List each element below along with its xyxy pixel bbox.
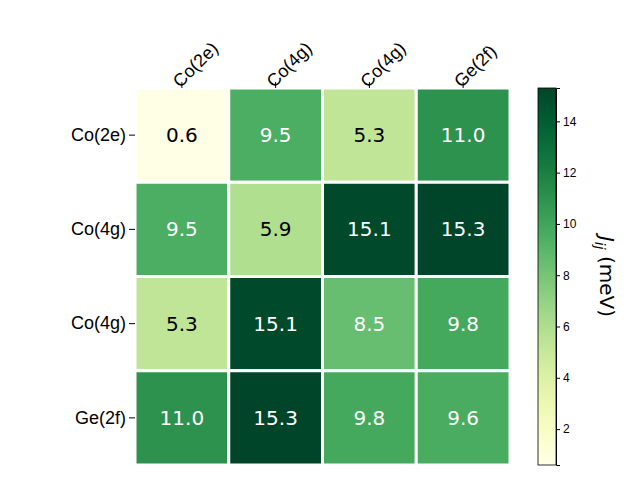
cell xyxy=(323,182,417,276)
cell xyxy=(229,371,323,465)
colorbar-tick: 6 xyxy=(556,320,570,334)
colorbar-tick-label: 4 xyxy=(563,371,570,385)
cell xyxy=(416,277,510,371)
x-axis: Co(2e) Co(4g) Co(4g) Ge(2f) xyxy=(169,38,500,91)
x-tick-label: Ge(2f) xyxy=(450,41,500,91)
colorbar-tick: 2 xyxy=(556,422,570,436)
colorbar-tick-mark xyxy=(556,327,560,328)
cell-label: 15.1 xyxy=(253,312,298,336)
colorbar-label-main: J xyxy=(595,232,619,242)
colorbar-tick-mark xyxy=(556,378,560,379)
cell xyxy=(229,182,323,276)
cell xyxy=(416,182,510,276)
cell-label: 9.8 xyxy=(447,312,479,336)
cell-label: 9.6 xyxy=(447,406,479,430)
colorbar-tick-mark xyxy=(556,224,560,225)
cells xyxy=(135,88,510,465)
x-tick: Co(4g) xyxy=(357,38,410,91)
colorbar-tick: 8 xyxy=(556,269,570,283)
y-axis: Co(2e) Co(4g) Co(4g) Ge(2f) xyxy=(71,125,135,428)
colorbar-label-unit: (meV) xyxy=(595,250,619,317)
cell xyxy=(323,88,417,182)
x-tick: Co(2e) xyxy=(169,38,222,91)
cell-label: 0.6 xyxy=(166,123,198,147)
cell xyxy=(416,371,510,465)
cell xyxy=(416,88,510,182)
cell xyxy=(229,277,323,371)
colorbar-tick-label: 2 xyxy=(563,422,570,436)
cell xyxy=(323,371,417,465)
colorbar-tick-label: 14 xyxy=(563,115,577,129)
colorbar-tick-mark xyxy=(556,429,560,430)
cell-label: 11.0 xyxy=(160,406,205,430)
x-tick-label: Co(4g) xyxy=(357,38,410,91)
cell-label: 11.0 xyxy=(441,123,486,147)
cell-labels: 0.6 9.5 5.3 11.0 9.5 5.9 15.1 15.3 5.3 15.1 8.5 9.8… xyxy=(160,123,486,430)
colorbar-tick-label: 12 xyxy=(563,166,577,180)
y-tick: Ge(2f) xyxy=(75,408,135,428)
colorbar-label-sub: ij xyxy=(592,242,608,250)
colorbar-tick: 4 xyxy=(556,371,570,385)
y-tick: Co(2e) xyxy=(71,125,135,145)
colorbar-tick-label: 10 xyxy=(563,217,577,231)
cell-label: 9.5 xyxy=(166,217,198,241)
chart: 0.6 9.5 5.3 11.0 9.5 5.9 15.1 15.3 5.3 15.1 8.5 9.8… xyxy=(0,0,640,480)
colorbar xyxy=(538,88,556,465)
cell xyxy=(135,182,229,276)
cell-label: 15.1 xyxy=(347,217,392,241)
y-tick-mark xyxy=(129,135,135,136)
y-tick-label: Co(4g) xyxy=(71,219,126,239)
cell-label: 15.3 xyxy=(441,217,486,241)
x-tick: Ge(2f) xyxy=(450,41,500,91)
cell-label: 9.8 xyxy=(353,406,385,430)
x-tick-label: Co(4g) xyxy=(263,38,316,91)
cell-label: 5.3 xyxy=(166,312,198,336)
y-tick-label: Co(4g) xyxy=(71,313,126,333)
colorbar-tick: 10 xyxy=(556,217,577,231)
x-tick: Co(4g) xyxy=(263,38,316,91)
cell xyxy=(135,371,229,465)
colorbar-label: Jij (meV) xyxy=(592,232,619,317)
cell xyxy=(135,277,229,371)
cell-label: 8.5 xyxy=(353,312,385,336)
cell-label: 15.3 xyxy=(253,406,298,430)
colorbar-tick: 12 xyxy=(556,166,577,180)
y-tick-label: Co(2e) xyxy=(71,125,126,145)
y-tick-label: Ge(2f) xyxy=(75,408,126,428)
colorbar-axis: 2 4 6 8 10 12 14 xyxy=(556,89,577,466)
colorbar-tick-mark xyxy=(556,173,560,174)
y-tick-mark xyxy=(129,417,135,418)
cell-label: 5.9 xyxy=(260,217,292,241)
cell xyxy=(323,277,417,371)
cell xyxy=(135,88,229,182)
cell-label: 9.5 xyxy=(260,123,292,147)
x-tick-label: Co(2e) xyxy=(169,38,222,91)
colorbar-tick-mark xyxy=(556,275,560,276)
colorbar-axis-line xyxy=(557,89,561,466)
colorbar-tick-mark xyxy=(556,121,560,122)
y-tick-mark xyxy=(129,229,135,230)
colorbar-tick: 14 xyxy=(556,115,577,129)
colorbar-tick-label: 8 xyxy=(563,269,570,283)
y-tick: Co(4g) xyxy=(71,219,135,239)
colorbar-tick-label: 6 xyxy=(563,320,570,334)
y-tick-mark xyxy=(129,323,135,324)
cell-label: 5.3 xyxy=(353,123,385,147)
y-tick: Co(4g) xyxy=(71,313,135,333)
cell xyxy=(229,88,323,182)
